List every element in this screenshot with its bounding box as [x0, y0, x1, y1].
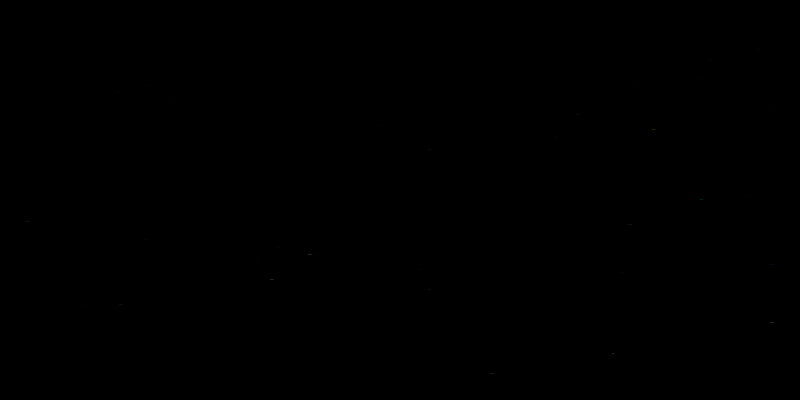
- word-art: art: [136, 136, 138, 137]
- word-death: death: [700, 200, 703, 201]
- word-upon: upon: [362, 60, 365, 61]
- word-prophecy: prophecy: [25, 222, 30, 223]
- word-protect: protect: [255, 259, 259, 260]
- word-temple: temple: [308, 255, 312, 256]
- word-kill: kill: [770, 108, 772, 109]
- word-join: join: [357, 352, 359, 353]
- word-last: last: [718, 250, 720, 251]
- word-general: general: [377, 126, 381, 127]
- word-year: year: [145, 240, 148, 241]
- word-liu: liu: [555, 138, 557, 139]
- word-arrives: arrives: [270, 280, 274, 281]
- word-enterprise: enterprise: [770, 265, 776, 266]
- word-ancient: ancient: [145, 86, 149, 87]
- word-destroyed: destroyed: [707, 60, 713, 61]
- word-challenge: challenge: [756, 50, 761, 51]
- word-villager: villager: [276, 248, 280, 249]
- word-us: us: [665, 72, 667, 73]
- word-however: however: [745, 196, 750, 197]
- word-destroying: destroying: [82, 306, 88, 307]
- word-copper: copper: [652, 130, 656, 131]
- word-attempt: attempt: [628, 225, 633, 226]
- word-picard: picard: [428, 290, 432, 291]
- word-sacrifice: sacrifice: [6, 263, 11, 264]
- word-discovers: discovers: [575, 115, 580, 116]
- word-present: present: [770, 323, 774, 324]
- word-training: training: [490, 374, 494, 375]
- word-mr: mr: [83, 315, 85, 316]
- word-servant: servant: [116, 93, 120, 94]
- word-travel: travel: [727, 208, 730, 209]
- word-final: final: [493, 58, 496, 59]
- word-begin: begin: [697, 80, 700, 81]
- word-god: god: [389, 304, 391, 305]
- word-appears: appears: [620, 273, 625, 274]
- word-become: become: [119, 305, 124, 306]
- word-elder: elder: [170, 100, 173, 101]
- word-give: give: [612, 354, 615, 355]
- word-injured: injured: [635, 86, 639, 87]
- word-kingdom: kingdom: [418, 270, 423, 271]
- word-secret: secret: [428, 150, 432, 151]
